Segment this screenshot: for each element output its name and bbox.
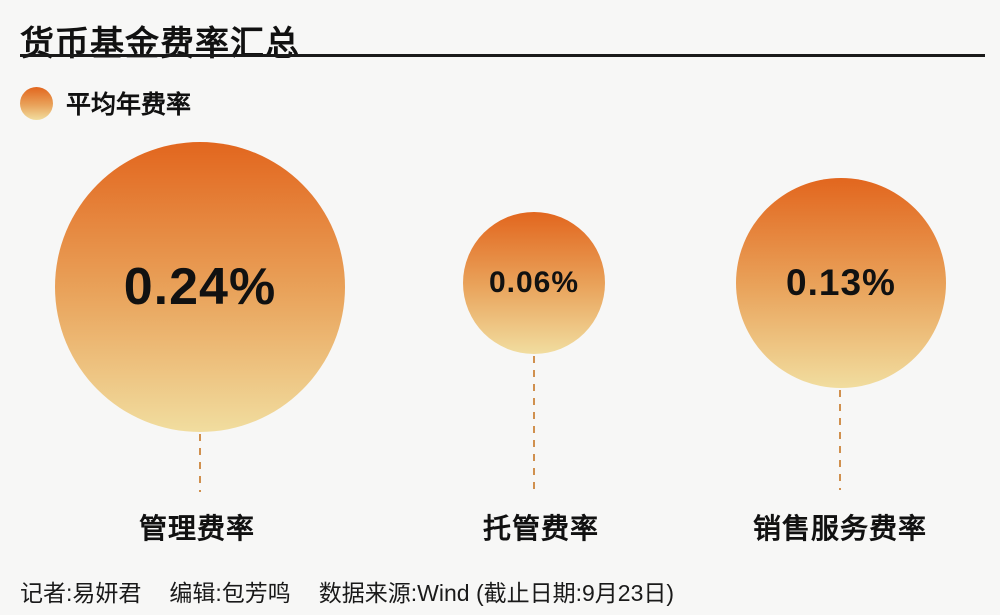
credit-data-source: 数据来源:Wind (截止日期:9月23日)	[318, 580, 675, 606]
dashed-connector-sales-service	[839, 390, 841, 490]
bubble-management-fee: 0.24%	[55, 142, 345, 432]
credit-reporter: 记者:易妍君	[20, 580, 142, 606]
dashed-connector-custody	[533, 356, 535, 490]
bubble-value: 0.24%	[123, 258, 277, 316]
title-underline	[20, 54, 985, 57]
category-label-sales-service-fee: 销售服务费率	[752, 513, 927, 544]
credit-editor: 编辑:包芳鸣	[169, 580, 291, 606]
legend: 平均年费率	[20, 85, 191, 121]
bubble-value: 0.06%	[488, 266, 580, 299]
page-title: 货币基金费率汇总	[20, 25, 300, 63]
category-label-management-fee: 管理费率	[138, 513, 255, 544]
bubble-value: 0.13%	[786, 262, 896, 303]
dashed-connector-management	[199, 434, 201, 492]
credits-line: 记者:易妍君 编辑:包芳鸣 数据来源:Wind (截止日期:9月23日)	[20, 574, 674, 608]
bubble-sales-service-fee: 0.13%	[736, 178, 946, 388]
bubble-custody-fee: 0.06%	[463, 212, 605, 354]
legend-gradient-circle-icon	[20, 86, 53, 120]
legend-label: 平均年费率	[66, 91, 192, 119]
category-label-custody-fee: 托管费率	[482, 513, 599, 544]
